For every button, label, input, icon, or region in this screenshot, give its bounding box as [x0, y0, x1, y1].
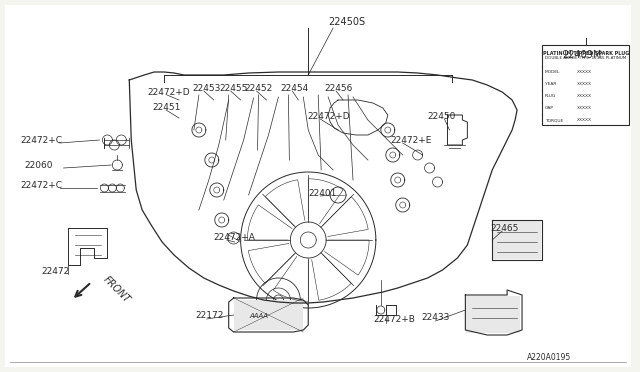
- Text: TORQUE: TORQUE: [545, 118, 563, 122]
- Bar: [542, 45, 629, 125]
- Text: 22465: 22465: [490, 224, 518, 232]
- Text: XXXXX: XXXXX: [577, 82, 592, 86]
- Text: FRONT: FRONT: [101, 275, 132, 305]
- Text: GAP: GAP: [545, 106, 554, 110]
- Text: YEAR: YEAR: [545, 82, 556, 86]
- Text: XXXXX: XXXXX: [577, 106, 592, 110]
- Text: 22433: 22433: [422, 314, 450, 323]
- Text: 22409M: 22409M: [562, 50, 601, 60]
- Text: XXXXX: XXXXX: [577, 94, 592, 98]
- Text: 22450: 22450: [428, 112, 456, 121]
- Text: 22453: 22453: [192, 83, 220, 93]
- Text: 22472+C: 22472+C: [20, 135, 62, 144]
- Text: 22472+C: 22472+C: [20, 180, 62, 189]
- Text: XXXXX: XXXXX: [577, 118, 592, 122]
- Bar: [234, 300, 303, 330]
- Text: 22472: 22472: [42, 266, 70, 276]
- Text: 22452: 22452: [244, 83, 273, 93]
- Text: 22456: 22456: [324, 83, 353, 93]
- Text: 22451: 22451: [152, 103, 180, 112]
- Text: 22172: 22172: [195, 311, 223, 321]
- Text: DOUBLE ABCDE TYPE: 12345 PLATINUM: DOUBLE ABCDE TYPE: 12345 PLATINUM: [545, 56, 627, 60]
- Text: 22472+D: 22472+D: [147, 87, 190, 96]
- Bar: [493, 221, 541, 259]
- Text: 22472+E: 22472+E: [391, 135, 432, 144]
- Text: MODEL: MODEL: [545, 70, 561, 74]
- Text: A220A0195: A220A0195: [527, 353, 572, 362]
- Text: 22454: 22454: [280, 83, 308, 93]
- Text: 22060: 22060: [24, 160, 52, 170]
- Text: PLATINUM TIPPED SPARK PLUG: PLATINUM TIPPED SPARK PLUG: [543, 51, 629, 55]
- Text: XXXXX: XXXXX: [577, 70, 592, 74]
- Text: 22472+A: 22472+A: [214, 232, 255, 241]
- Text: AAAA: AAAA: [249, 313, 268, 319]
- Text: 22450S: 22450S: [328, 17, 365, 27]
- Text: 22472+D: 22472+D: [307, 112, 350, 121]
- Bar: [467, 296, 520, 333]
- Text: 22401: 22401: [308, 189, 337, 198]
- Text: 22455: 22455: [220, 83, 248, 93]
- Text: 22472+B: 22472+B: [373, 315, 415, 324]
- Text: PLUG: PLUG: [545, 94, 556, 98]
